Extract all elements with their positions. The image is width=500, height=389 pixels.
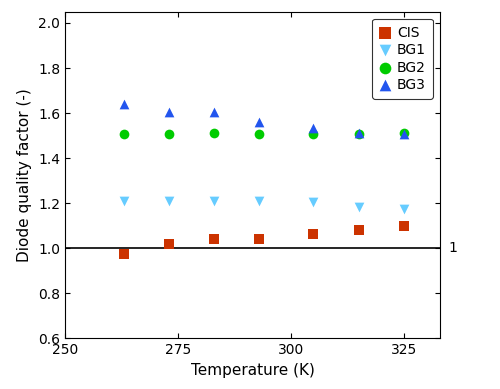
BG1 (400, 206, 408, 212)
BG2 (354, 131, 362, 138)
BG1 (165, 198, 173, 204)
Text: 1: 1 (448, 241, 457, 255)
CIS (310, 231, 318, 237)
BG3 (310, 124, 318, 131)
BG2 (310, 131, 318, 138)
BG1 (256, 198, 264, 204)
X-axis label: Temperature (K): Temperature (K) (190, 363, 314, 378)
BG2 (256, 131, 264, 138)
BG1 (120, 198, 128, 204)
BG3 (400, 131, 408, 138)
CIS (210, 236, 218, 242)
BG1 (354, 203, 362, 210)
BG2 (400, 130, 408, 137)
CIS (120, 251, 128, 257)
BG2 (165, 131, 173, 138)
CIS (165, 241, 173, 247)
CIS (256, 236, 264, 242)
Y-axis label: Diode quality factor (-): Diode quality factor (-) (18, 88, 32, 262)
BG3 (120, 101, 128, 107)
BG3 (354, 130, 362, 137)
BG1 (310, 199, 318, 205)
CIS (400, 223, 408, 229)
BG2 (210, 130, 218, 137)
BG3 (165, 109, 173, 115)
BG1 (210, 198, 218, 204)
BG3 (256, 119, 264, 125)
BG3 (210, 109, 218, 115)
BG2 (120, 131, 128, 138)
CIS (354, 227, 362, 233)
Legend: CIS, BG1, BG2, BG3: CIS, BG1, BG2, BG3 (372, 19, 433, 99)
